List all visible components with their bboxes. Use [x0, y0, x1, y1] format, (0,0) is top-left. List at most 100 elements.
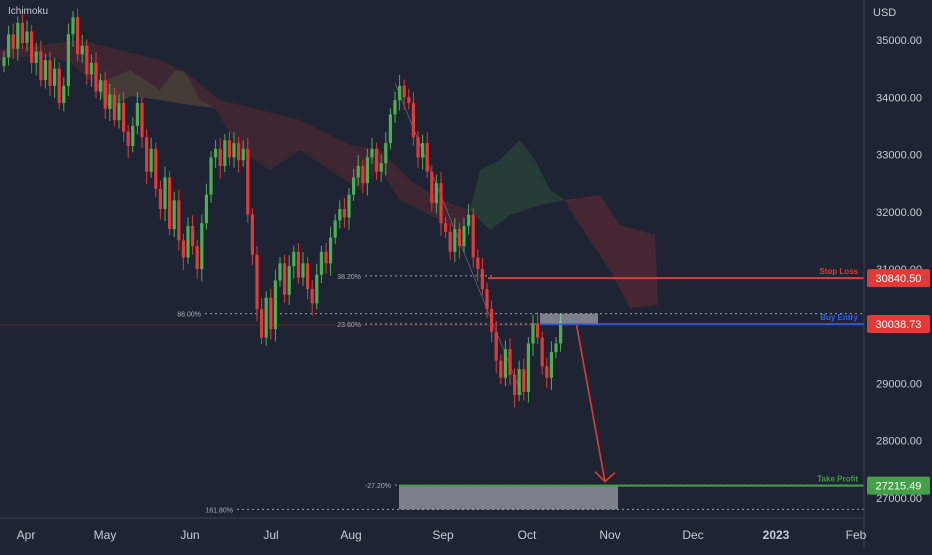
candle	[237, 136, 241, 173]
candle	[292, 245, 296, 279]
candle	[20, 14, 24, 50]
fib-label: 88.00%	[177, 312, 201, 319]
candle-body	[131, 125, 135, 146]
candle-body	[246, 148, 250, 215]
candle-body	[287, 266, 291, 295]
candle-body	[384, 143, 388, 164]
candle-body	[370, 148, 374, 158]
candle	[99, 73, 103, 100]
candle	[186, 217, 190, 264]
cloud-bear-2	[565, 195, 658, 308]
candle-body	[99, 80, 103, 92]
candle-body	[352, 177, 356, 195]
candle-body	[508, 349, 512, 375]
candle-body	[554, 343, 558, 353]
candle	[241, 140, 245, 167]
candle-body	[324, 251, 328, 264]
candle-body	[434, 183, 438, 204]
candle	[11, 23, 15, 59]
candle-body	[536, 323, 540, 338]
y-tick-label: 29000.00	[876, 378, 922, 390]
candle-body	[94, 62, 98, 92]
candle-body	[135, 103, 139, 126]
candle-body	[241, 148, 245, 161]
candle	[76, 8, 80, 61]
candle	[80, 34, 84, 63]
candle	[264, 291, 268, 347]
candle	[324, 243, 328, 274]
candle	[122, 92, 126, 142]
candle-body	[310, 289, 314, 304]
candle	[94, 52, 98, 98]
candle-body	[2, 57, 6, 66]
candle-body	[361, 165, 365, 184]
candle	[57, 62, 61, 110]
y-tick-label: 28000.00	[876, 436, 922, 448]
x-tick-label: Jul	[263, 528, 278, 542]
candle-body	[319, 251, 323, 275]
price-tag-take-profit: 27215.49	[867, 476, 930, 495]
candle-body	[476, 257, 480, 270]
candle	[53, 57, 57, 99]
candle-body	[462, 226, 466, 247]
candle	[85, 39, 89, 85]
candle	[71, 10, 75, 47]
candle	[246, 137, 250, 223]
candle-body	[62, 85, 66, 104]
x-tick-label: Apr	[17, 528, 36, 542]
candle	[43, 53, 47, 89]
candle-body	[411, 103, 415, 138]
candle	[296, 243, 300, 284]
candle-body	[457, 228, 461, 247]
candle-body	[292, 251, 296, 267]
currency-label: USD	[873, 7, 896, 19]
candle-body	[503, 349, 507, 378]
candle-body	[117, 103, 121, 121]
candle	[388, 108, 392, 150]
price-tag-stop-loss: 30840.50	[867, 269, 930, 288]
candle	[177, 189, 181, 251]
candle	[329, 226, 333, 276]
candle	[342, 198, 346, 228]
candle	[540, 331, 544, 375]
price-tag-box	[867, 315, 930, 334]
candle-body	[522, 369, 526, 393]
candle	[490, 300, 494, 343]
candle	[163, 166, 167, 222]
candle	[16, 16, 20, 61]
candle	[398, 74, 402, 111]
candle	[200, 214, 204, 282]
fib-label: 23.60%	[337, 322, 361, 329]
y-tick-label: 34000.00	[876, 92, 922, 104]
y-tick-label: 35000.00	[876, 35, 922, 47]
candle-body	[177, 200, 181, 241]
candle	[223, 133, 227, 173]
candle	[48, 51, 52, 97]
candle-body	[30, 31, 34, 63]
candle-body	[471, 214, 475, 258]
candle-body	[333, 220, 337, 238]
candle-body	[365, 157, 369, 184]
candle	[269, 289, 273, 340]
candle	[370, 137, 374, 164]
candle-body	[85, 45, 89, 75]
candle-body	[338, 208, 342, 221]
candle	[168, 171, 172, 236]
candle	[204, 183, 208, 230]
candle	[315, 263, 319, 310]
candle-body	[342, 208, 346, 218]
candle-body	[195, 246, 199, 270]
candle	[232, 132, 236, 168]
candle-body	[191, 226, 195, 247]
candle	[384, 132, 388, 176]
candle	[301, 252, 305, 286]
candle	[250, 208, 254, 266]
x-tick-label: Aug	[340, 528, 361, 542]
candle	[214, 140, 218, 168]
price-tag-box	[867, 476, 930, 495]
candle	[181, 234, 185, 270]
candle-body	[356, 165, 360, 178]
